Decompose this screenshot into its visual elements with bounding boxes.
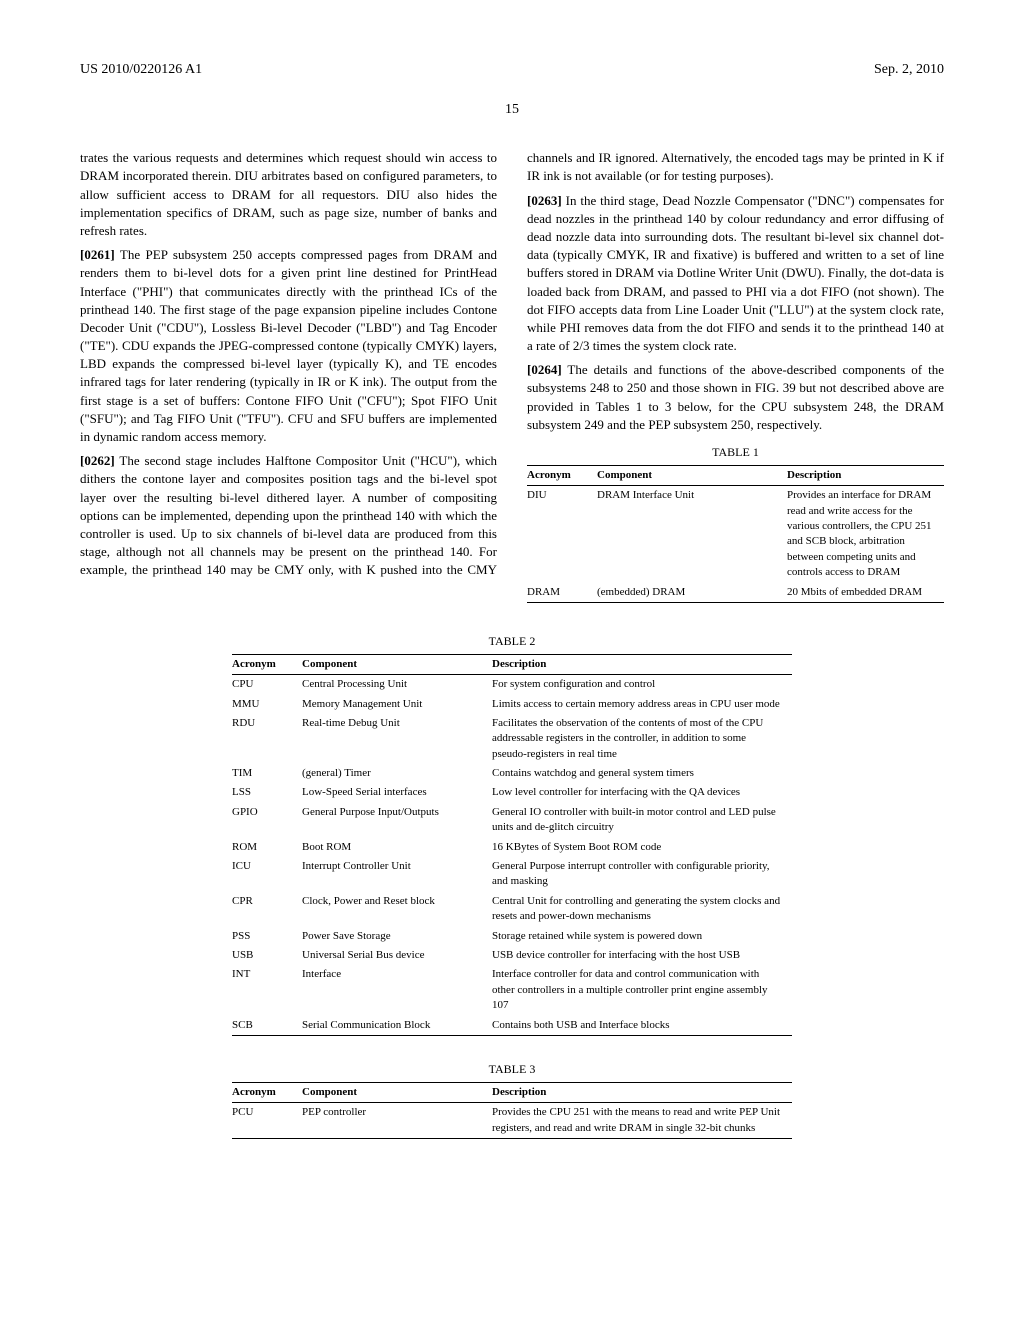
table2-row: GPIOGeneral Purpose Input/OutputsGeneral… bbox=[232, 803, 792, 838]
para-264: [0264] The details and functions of the … bbox=[527, 361, 944, 434]
table2-cell: (general) Timer bbox=[302, 764, 492, 783]
table2-row: USBUniversal Serial Bus deviceUSB device… bbox=[232, 946, 792, 965]
table2-cell: Contains watchdog and general system tim… bbox=[492, 764, 792, 783]
table1-h0: Acronym bbox=[527, 465, 597, 485]
para-261-text: The PEP subsystem 250 accepts compressed… bbox=[80, 247, 497, 444]
table2-row: INTInterfaceInterface controller for dat… bbox=[232, 965, 792, 1015]
table1-cell: DIU bbox=[527, 486, 597, 583]
table2-cell: Limits access to certain memory address … bbox=[492, 695, 792, 714]
para-264-text: The details and functions of the above-d… bbox=[527, 362, 944, 432]
table2-cell: Interface controller for data and contro… bbox=[492, 965, 792, 1015]
table2-cell: SCB bbox=[232, 1016, 302, 1036]
table2-cell: Low level controller for interfacing wit… bbox=[492, 783, 792, 802]
table3-cell: PCU bbox=[232, 1103, 302, 1139]
table2-cell: Power Save Storage bbox=[302, 927, 492, 946]
table2-cell: USB device controller for interfacing wi… bbox=[492, 946, 792, 965]
table2-row: SCBSerial Communication BlockContains bo… bbox=[232, 1016, 792, 1036]
table2-cell: Clock, Power and Reset block bbox=[302, 892, 492, 927]
table2-cell: ROM bbox=[232, 838, 302, 857]
para-263-text: In the third stage, Dead Nozzle Compensa… bbox=[527, 193, 944, 354]
table2-h0: Acronym bbox=[232, 654, 302, 674]
table2-row: ICUInterrupt Controller UnitGeneral Purp… bbox=[232, 857, 792, 892]
table2-row: RDUReal-time Debug UnitFacilitates the o… bbox=[232, 714, 792, 764]
table1-cell: Provides an interface for DRAM read and … bbox=[787, 486, 944, 583]
table2-cell: For system configuration and control bbox=[492, 675, 792, 695]
table2-cell: INT bbox=[232, 965, 302, 1015]
table2-cell: Facilitates the observation of the conte… bbox=[492, 714, 792, 764]
table1-cell: (embedded) DRAM bbox=[597, 583, 787, 603]
table2-row: PSSPower Save StorageStorage retained wh… bbox=[232, 927, 792, 946]
table2-row: MMUMemory Management UnitLimits access t… bbox=[232, 695, 792, 714]
table1-cell: DRAM bbox=[527, 583, 597, 603]
para-263-num: [0263] bbox=[527, 193, 562, 208]
page-header: US 2010/0220126 A1 Sep. 2, 2010 bbox=[80, 60, 944, 80]
table2-row: LSSLow-Speed Serial interfacesLow level … bbox=[232, 783, 792, 802]
table2-row: CPUCentral Processing UnitFor system con… bbox=[232, 675, 792, 695]
table1-h2: Description bbox=[787, 465, 944, 485]
table1: Acronym Component Description DIUDRAM In… bbox=[527, 465, 944, 603]
table2-cell: MMU bbox=[232, 695, 302, 714]
table2-cell: Real-time Debug Unit bbox=[302, 714, 492, 764]
table2-cell: Interface bbox=[302, 965, 492, 1015]
table3-h0: Acronym bbox=[232, 1082, 302, 1102]
body-columns: trates the various requests and determin… bbox=[80, 149, 944, 603]
table3-cell: PEP controller bbox=[302, 1103, 492, 1139]
table1-row: DIUDRAM Interface UnitProvides an interf… bbox=[527, 486, 944, 583]
publication-date: Sep. 2, 2010 bbox=[874, 60, 944, 80]
table2-h1: Component bbox=[302, 654, 492, 674]
table3: Acronym Component Description PCUPEP con… bbox=[232, 1082, 792, 1139]
full-width-section: TABLE 2 Acronym Component Description CP… bbox=[80, 623, 944, 1154]
table2-caption: TABLE 2 bbox=[489, 633, 536, 650]
table2-cell: ICU bbox=[232, 857, 302, 892]
table1-row: DRAM(embedded) DRAM20 Mbits of embedded … bbox=[527, 583, 944, 603]
table2-row: TIM(general) TimerContains watchdog and … bbox=[232, 764, 792, 783]
table2-cell: CPR bbox=[232, 892, 302, 927]
table2-cell: General Purpose Input/Outputs bbox=[302, 803, 492, 838]
table1-cell: 20 Mbits of embedded DRAM bbox=[787, 583, 944, 603]
para-260-cont: trates the various requests and determin… bbox=[80, 149, 497, 240]
table3-cell: Provides the CPU 251 with the means to r… bbox=[492, 1103, 792, 1139]
table2-cell: Central Unit for controlling and generat… bbox=[492, 892, 792, 927]
table2-h2: Description bbox=[492, 654, 792, 674]
page-number: 15 bbox=[80, 100, 944, 120]
para-261: [0261] The PEP subsystem 250 accepts com… bbox=[80, 246, 497, 446]
table2-cell: Memory Management Unit bbox=[302, 695, 492, 714]
table3-row: PCUPEP controllerProvides the CPU 251 wi… bbox=[232, 1103, 792, 1139]
table1-caption: TABLE 1 bbox=[527, 444, 944, 461]
table2-cell: TIM bbox=[232, 764, 302, 783]
table3-caption: TABLE 3 bbox=[489, 1061, 536, 1078]
table2-cell: Serial Communication Block bbox=[302, 1016, 492, 1036]
table2-cell: Low-Speed Serial interfaces bbox=[302, 783, 492, 802]
table2-cell: RDU bbox=[232, 714, 302, 764]
table2-cell: USB bbox=[232, 946, 302, 965]
table2-cell: General Purpose interrupt controller wit… bbox=[492, 857, 792, 892]
table2-cell: General IO controller with built-in moto… bbox=[492, 803, 792, 838]
table2: Acronym Component Description CPUCentral… bbox=[232, 654, 792, 1036]
table2-cell: GPIO bbox=[232, 803, 302, 838]
table3-h2: Description bbox=[492, 1082, 792, 1102]
table2-cell: CPU bbox=[232, 675, 302, 695]
table2-row: CPRClock, Power and Reset blockCentral U… bbox=[232, 892, 792, 927]
table2-cell: Interrupt Controller Unit bbox=[302, 857, 492, 892]
para-262-num: [0262] bbox=[80, 453, 115, 468]
para-261-num: [0261] bbox=[80, 247, 115, 262]
table2-cell: LSS bbox=[232, 783, 302, 802]
table1-h1: Component bbox=[597, 465, 787, 485]
table1-cell: DRAM Interface Unit bbox=[597, 486, 787, 583]
para-264-num: [0264] bbox=[527, 362, 562, 377]
para-263: [0263] In the third stage, Dead Nozzle C… bbox=[527, 192, 944, 356]
table3-h1: Component bbox=[302, 1082, 492, 1102]
table2-cell: PSS bbox=[232, 927, 302, 946]
publication-number: US 2010/0220126 A1 bbox=[80, 60, 202, 80]
table2-cell: Boot ROM bbox=[302, 838, 492, 857]
table2-cell: Universal Serial Bus device bbox=[302, 946, 492, 965]
table2-cell: 16 KBytes of System Boot ROM code bbox=[492, 838, 792, 857]
table2-row: ROMBoot ROM16 KBytes of System Boot ROM … bbox=[232, 838, 792, 857]
table2-cell: Storage retained while system is powered… bbox=[492, 927, 792, 946]
table2-cell: Contains both USB and Interface blocks bbox=[492, 1016, 792, 1036]
table2-cell: Central Processing Unit bbox=[302, 675, 492, 695]
